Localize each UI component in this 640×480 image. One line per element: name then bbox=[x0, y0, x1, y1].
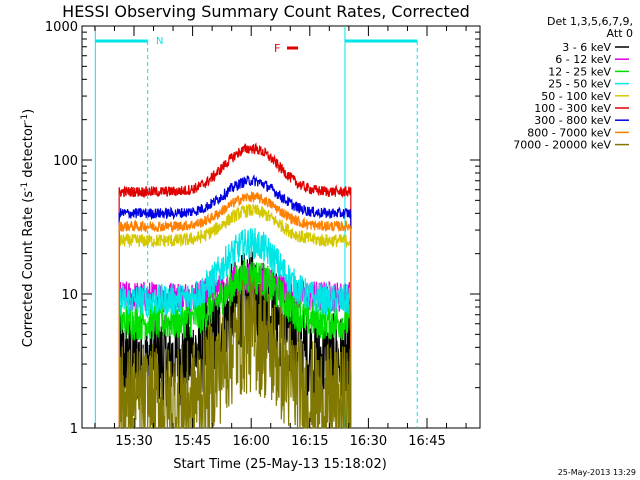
legend-label-0: 3 - 6 keV bbox=[562, 41, 611, 54]
x-tick-label: 16:15 bbox=[291, 434, 328, 449]
series-lines bbox=[118, 142, 352, 430]
x-tick-label: 16:00 bbox=[232, 434, 269, 449]
y-tick-label: 100 bbox=[53, 154, 78, 169]
chart-title: HESSI Observing Summary Count Rates, Cor… bbox=[62, 2, 470, 21]
x-tick-label: 16:30 bbox=[350, 434, 387, 449]
series-line-5 bbox=[118, 142, 352, 428]
legend-label-2: 12 - 25 keV bbox=[548, 65, 611, 78]
legend-label-7: 800 - 7000 keV bbox=[527, 126, 611, 139]
plot-frame bbox=[81, 25, 481, 429]
x-axis-ticks: 15:30 15:45 16:00 16:15 16:30 16:45 bbox=[94, 26, 467, 449]
ylabel-part2: detector bbox=[21, 122, 36, 182]
flare-label: F bbox=[274, 42, 280, 55]
legend-label-6: 300 - 800 keV bbox=[534, 114, 611, 127]
legend-label-3: 25 - 50 keV bbox=[548, 78, 611, 91]
y-axis-ticks: 1 10 100 1000 bbox=[45, 20, 480, 437]
y-tick-label: 1000 bbox=[45, 20, 78, 35]
ylabel-part1: Corrected Count Rate (s bbox=[21, 191, 36, 348]
legend-label-4: 50 - 100 keV bbox=[541, 90, 611, 103]
y-tick-label: 10 bbox=[61, 288, 78, 303]
ylabel-sup2: -1 bbox=[20, 114, 30, 123]
y-axis-label: Corrected Count Rate (s-1 detector-1) bbox=[20, 109, 36, 347]
x-tick-label: 16:45 bbox=[408, 434, 445, 449]
legend-header-line2: Att 0 bbox=[607, 27, 633, 40]
series-line-3 bbox=[118, 227, 352, 428]
y-tick-label: 1 bbox=[70, 422, 78, 437]
series-line-7 bbox=[118, 191, 352, 428]
series-line-6 bbox=[118, 173, 352, 428]
ylabel-part3: ) bbox=[21, 109, 36, 114]
series-line-8 bbox=[118, 274, 352, 430]
legend-label-1: 6 - 12 keV bbox=[555, 53, 611, 66]
legend-header-line1: Det 1,3,5,6,7,9, bbox=[547, 15, 633, 28]
night-label: N bbox=[156, 36, 163, 47]
x-axis-label: Start Time (25-May-13 15:18:02) bbox=[173, 457, 387, 472]
x-tick-label: 15:30 bbox=[115, 434, 152, 449]
legend-label-5: 100 - 300 keV bbox=[534, 102, 611, 115]
ylabel-sup1: -1 bbox=[20, 182, 30, 191]
legend-label-8: 7000 - 20000 keV bbox=[513, 139, 611, 152]
x-tick-label: 15:45 bbox=[174, 434, 211, 449]
footer-timestamp: 25-May-2013 13:29 bbox=[558, 468, 636, 477]
series-line-4 bbox=[118, 203, 352, 428]
